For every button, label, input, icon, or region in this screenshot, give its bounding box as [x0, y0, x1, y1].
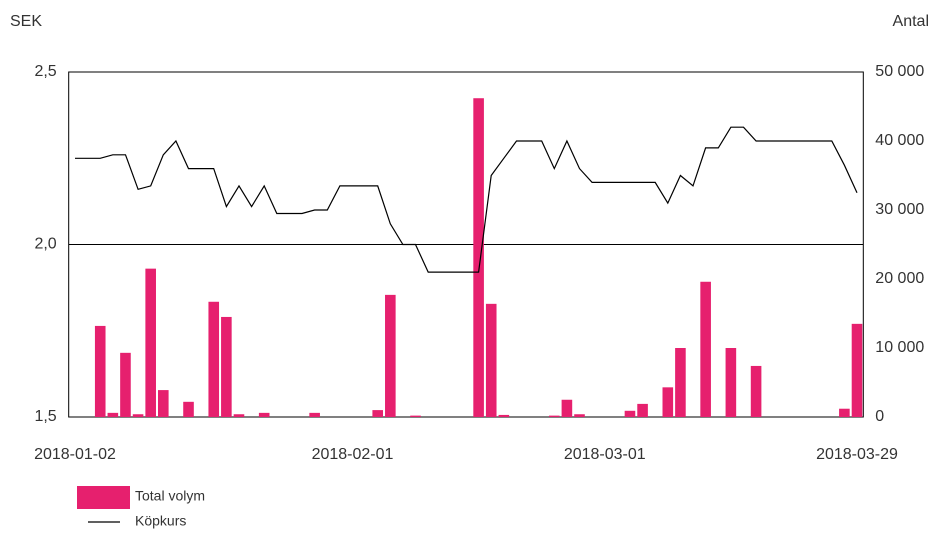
bar: [233, 414, 245, 417]
legend-label: Total volym: [135, 488, 205, 504]
bar: [132, 414, 144, 417]
bar: [485, 303, 497, 417]
bar: [372, 410, 384, 417]
y-tick-label: 2,0: [34, 236, 56, 253]
y-tick-label: 1,5: [34, 408, 56, 425]
bar: [548, 415, 560, 417]
bar: [183, 401, 194, 417]
bar: [94, 325, 106, 417]
x-tick-label: 2018-03-01: [564, 446, 646, 463]
bar: [574, 414, 585, 417]
x-tick-label: 2018-02-01: [312, 446, 394, 463]
y2-tick-label: 0: [875, 408, 884, 425]
bar: [120, 352, 131, 417]
y2-tick-label: 40 000: [875, 132, 924, 149]
bar: [700, 281, 711, 417]
bar: [258, 412, 270, 417]
bar: [750, 365, 762, 417]
bar: [725, 348, 737, 417]
bar: [637, 403, 648, 417]
legend-swatch: [77, 486, 130, 509]
y2-tick-label: 50 000: [875, 63, 924, 80]
bar: [624, 410, 636, 417]
bar: [309, 412, 320, 417]
bar: [208, 301, 220, 417]
bar: [561, 399, 573, 417]
bar: [410, 415, 421, 417]
bar: [839, 408, 850, 417]
y2-tick-label: 10 000: [875, 339, 924, 356]
bar: [473, 98, 484, 417]
x-tick-label: 2018-01-02: [34, 446, 116, 463]
y2-tick-label: 20 000: [875, 270, 924, 287]
bar: [157, 390, 169, 417]
bar: [385, 294, 396, 417]
line: [75, 126, 858, 273]
bar: [145, 268, 156, 417]
bar: [498, 414, 510, 417]
bar: [221, 316, 232, 417]
y2-axis-title: Antal: [893, 13, 929, 30]
bar: [662, 387, 674, 417]
legend-label: Köpkurs: [135, 513, 186, 529]
x-tick-label: 2018-03-29: [816, 446, 898, 463]
y2-tick-label: 30 000: [875, 201, 924, 218]
y-axis-title: SEK: [10, 13, 42, 30]
bar: [107, 412, 119, 417]
bar: [675, 348, 686, 417]
bar: [851, 323, 863, 417]
y-tick-label: 2,5: [34, 63, 56, 80]
